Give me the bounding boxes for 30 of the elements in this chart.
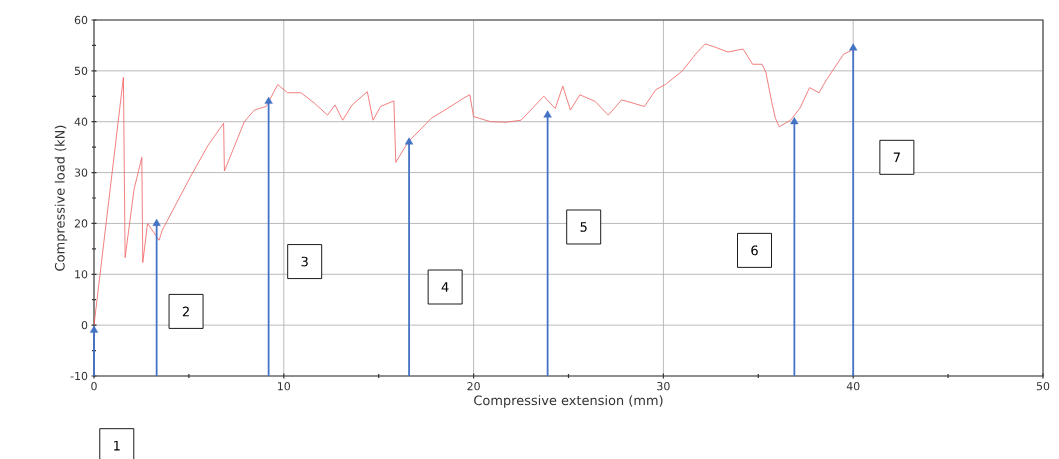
x-tick-label: 30 xyxy=(657,382,670,391)
x-tick-label: 40 xyxy=(846,382,860,391)
y-tick-label: 30 xyxy=(74,168,88,177)
x-tick-label: 10 xyxy=(278,382,291,391)
annotation: 5 xyxy=(580,222,587,232)
text: 1 xyxy=(114,440,120,451)
annotation: 3 xyxy=(301,256,308,267)
x-tick-label: 50 xyxy=(1036,382,1050,391)
y-tick-label: -10 xyxy=(70,371,88,381)
y-axis-title: Compressive load (kN) xyxy=(54,125,68,271)
y-tick-label: 50 xyxy=(74,66,88,76)
annotation: 6 xyxy=(751,245,758,256)
y-tick-label: 0 xyxy=(81,321,88,330)
point xyxy=(543,110,552,118)
y-tick-label: 10 xyxy=(75,270,88,279)
y-tick-label: 40 xyxy=(74,117,88,126)
annotation: 7 xyxy=(893,152,900,163)
x-tick-label: 20 xyxy=(467,382,480,391)
annotation: 2 xyxy=(182,306,189,317)
point xyxy=(790,117,799,125)
annotation: 4 xyxy=(441,282,449,292)
x-axis-title: Compressive extension (mm) xyxy=(474,395,663,408)
point xyxy=(404,137,414,145)
x-tick-label: 0 xyxy=(91,382,97,391)
point xyxy=(89,325,99,333)
y-tick-label: 20 xyxy=(74,219,88,228)
point xyxy=(152,218,161,226)
point xyxy=(264,96,273,104)
point xyxy=(849,43,858,51)
y-tick-label: 60 xyxy=(74,15,88,25)
